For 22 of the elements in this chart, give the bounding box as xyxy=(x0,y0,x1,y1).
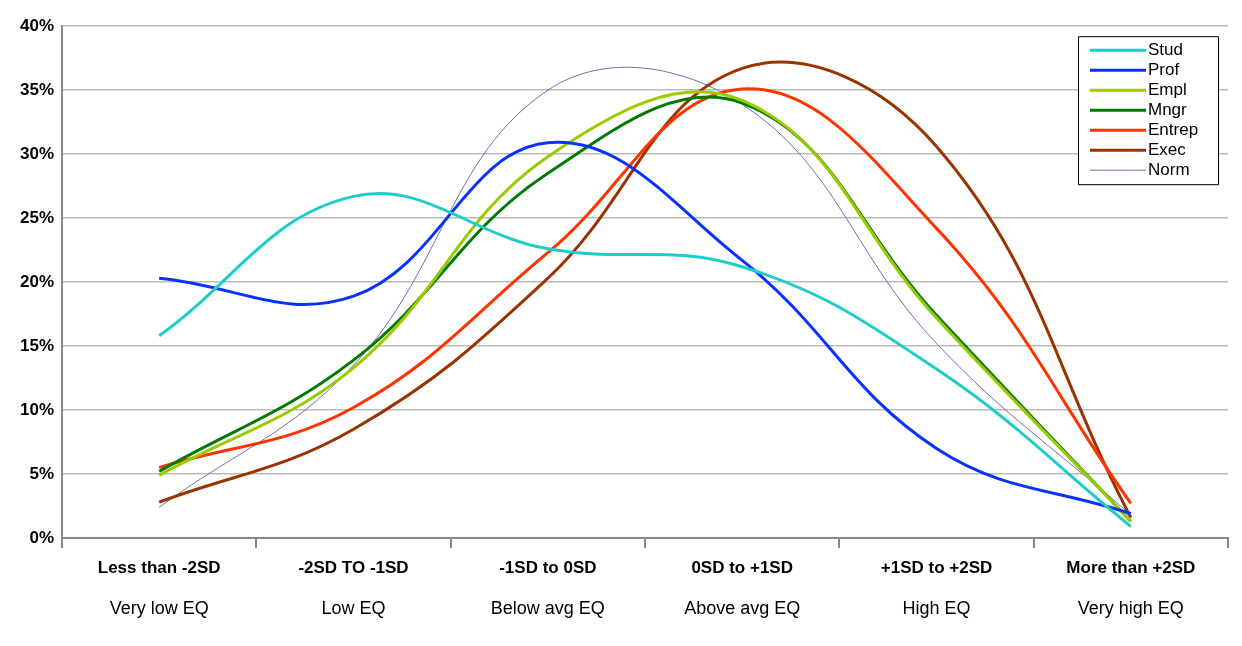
y-tick-label: 25% xyxy=(19,207,55,227)
category-label: More than +2SD Very high EQ xyxy=(1066,558,1196,618)
category-label: Less than -2SD Very low EQ xyxy=(97,558,221,618)
category-label: 0SD to +1SD Above avg EQ xyxy=(684,558,801,618)
y-tick-label: 15% xyxy=(19,335,55,355)
category-label: -1SD to 0SD Below avg EQ xyxy=(490,558,605,618)
category-label: +1SD to +2SD High EQ xyxy=(880,558,993,618)
legend-label: Entrep xyxy=(1148,119,1199,139)
y-tick-label: 30% xyxy=(19,143,55,163)
y-tick-label: 5% xyxy=(29,463,55,483)
category-label: -2SD TO -1SD Low EQ xyxy=(298,558,409,618)
legend-label: Empl xyxy=(1148,79,1187,99)
y-tick-label: 35% xyxy=(19,79,55,99)
legend-label: Stud xyxy=(1148,39,1183,59)
legend-label: Norm xyxy=(1148,159,1190,179)
y-tick-label: 10% xyxy=(19,399,55,419)
legend-label: Mngr xyxy=(1148,99,1188,119)
y-tick-label: 40% xyxy=(19,15,55,35)
y-tick-label: 0% xyxy=(29,527,55,547)
y-tick-label: 20% xyxy=(19,271,55,291)
legend-label: Exec xyxy=(1148,139,1187,159)
legend-label: Prof xyxy=(1148,59,1180,79)
